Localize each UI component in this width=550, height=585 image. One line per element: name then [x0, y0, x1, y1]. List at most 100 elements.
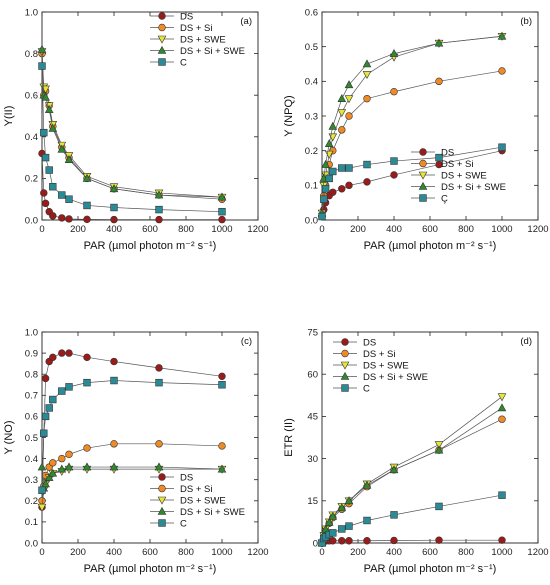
data-point	[390, 511, 398, 519]
x-tick-label: 800	[178, 224, 194, 235]
data-point	[58, 214, 66, 222]
y-tick-label: 0	[313, 538, 318, 549]
y-tick-label: 1.0	[25, 7, 38, 18]
data-point	[155, 215, 163, 224]
data-point	[65, 450, 73, 459]
y-tick-label: 15	[307, 496, 318, 507]
legend-label: DS + Si	[180, 23, 212, 34]
series-c	[38, 376, 226, 494]
data-point	[82, 462, 92, 471]
panel-letter: (a)	[240, 16, 252, 27]
data-point	[435, 502, 443, 511]
legend-label: DS	[441, 147, 454, 158]
legend-label: DS + SWE	[363, 360, 409, 371]
data-point	[434, 38, 444, 47]
y-tick-label: 60	[307, 370, 318, 381]
data-point	[155, 378, 163, 387]
series-ds-si-swe	[37, 462, 227, 492]
y-axis-title: Y(II)	[3, 106, 15, 127]
data-point	[344, 95, 354, 104]
legend-marker	[158, 58, 166, 66]
legend-marker	[341, 338, 349, 346]
legend-marker	[158, 473, 166, 481]
data-point	[345, 181, 353, 190]
data-point	[338, 185, 346, 193]
y-tick-label: 0.9	[25, 348, 38, 359]
data-point	[328, 121, 338, 130]
legend-label: DS	[363, 337, 376, 348]
x-tick-label: 1000	[211, 547, 232, 558]
x-tick-label: 400	[106, 547, 122, 558]
series-c	[38, 62, 226, 216]
data-point	[324, 517, 334, 526]
data-point	[37, 503, 47, 512]
data-point	[325, 174, 333, 183]
data-point	[338, 537, 346, 545]
data-point	[40, 429, 48, 437]
data-point	[345, 112, 353, 120]
x-tick-label: 0	[319, 547, 324, 558]
data-point	[49, 212, 57, 220]
x-axis-title: PAR (µmol photon m⁻² s⁻¹)	[364, 240, 497, 252]
data-point	[329, 537, 337, 545]
y-tick-label: 0.8	[25, 49, 38, 60]
data-point	[324, 139, 334, 148]
x-tick-label: 600	[142, 224, 158, 235]
legend-label: C	[180, 57, 187, 68]
x-tick-label: 400	[386, 547, 402, 558]
data-point	[40, 189, 48, 197]
data-point	[154, 190, 164, 199]
legend-label: C	[363, 383, 370, 394]
data-point	[337, 109, 347, 118]
data-point	[49, 183, 57, 191]
x-tick-label: 1000	[211, 224, 232, 235]
x-tick-label: 600	[422, 547, 438, 558]
x-tick-label: 200	[70, 224, 86, 235]
data-point	[320, 195, 328, 203]
data-point	[57, 144, 67, 153]
legend-label: DS + Si + SWE	[441, 182, 506, 193]
data-point	[497, 31, 507, 40]
data-point	[58, 454, 66, 463]
data-point	[45, 166, 53, 174]
y-tick-label: 0.5	[25, 433, 38, 444]
legend-marker	[157, 506, 167, 515]
legend-label: DS + Si	[441, 159, 473, 170]
data-point	[37, 44, 47, 53]
data-point	[48, 468, 58, 477]
panel-letter: (c)	[241, 336, 252, 347]
data-point	[217, 192, 227, 201]
legend-marker	[419, 159, 427, 168]
y-tick-label: 30	[307, 454, 318, 465]
data-point	[110, 215, 118, 224]
y-tick-label: 0.4	[25, 454, 38, 465]
data-point	[338, 164, 346, 172]
legend-label: C	[180, 518, 187, 529]
data-point	[154, 462, 164, 471]
x-axis-title: PAR (µmol photon m⁻² s⁻¹)	[84, 240, 217, 252]
data-point	[498, 67, 506, 75]
panel-letter: (d)	[520, 336, 532, 347]
data-point	[363, 94, 371, 103]
x-tick-label: 1200	[247, 547, 268, 558]
data-point	[110, 440, 118, 448]
x-tick-label: 0	[319, 224, 324, 235]
y-tick-label: 0.3	[25, 475, 38, 486]
data-point	[49, 395, 57, 404]
data-point	[41, 92, 50, 101]
data-point	[338, 525, 346, 533]
data-point	[65, 349, 73, 357]
data-point	[83, 353, 91, 362]
x-tick-label: 600	[142, 547, 158, 558]
data-point	[329, 529, 337, 537]
data-point	[362, 480, 372, 489]
y-tick-label: 0.5	[305, 42, 318, 53]
data-point	[435, 536, 443, 544]
y-tick-label: 0.4	[25, 132, 38, 143]
data-point	[83, 378, 91, 387]
x-tick-label: 0	[39, 547, 44, 558]
x-tick-label: 1200	[527, 224, 548, 235]
y-tick-label: 0.0	[305, 215, 318, 226]
